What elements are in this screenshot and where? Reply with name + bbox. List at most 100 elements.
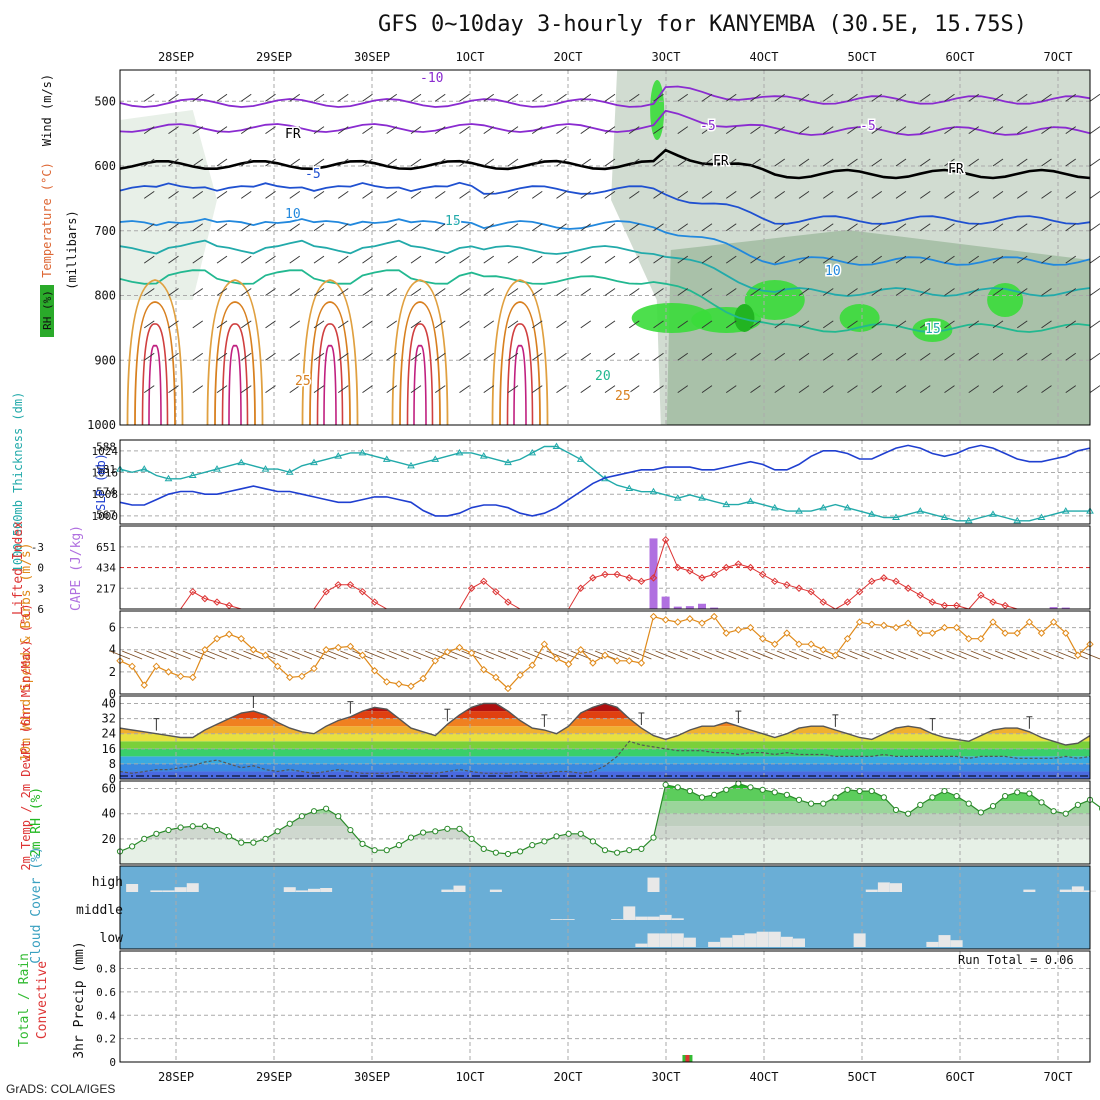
wind-barb [192, 126, 204, 134]
rh-high-patch [631, 303, 712, 333]
wind-barb [750, 255, 761, 264]
wind-barb [143, 352, 155, 361]
rh-marker [226, 833, 233, 840]
wind-barb-10m [885, 650, 907, 660]
cloud-bar-high [320, 888, 333, 892]
rh-marker [820, 800, 827, 807]
temp-band [120, 748, 1090, 757]
wind-barb [604, 158, 616, 167]
wind-barb [798, 255, 810, 264]
wind-barb [459, 255, 470, 264]
wind-barb [386, 191, 398, 199]
thickness-marker [989, 510, 997, 517]
wind-speed-marker [455, 643, 464, 652]
warm-contour-loop [221, 323, 249, 426]
thickness-marker [140, 465, 149, 472]
wind-barb-10m [243, 650, 264, 660]
wind-barb [410, 352, 422, 361]
wind-barb [604, 352, 616, 361]
li-marker [625, 574, 633, 582]
wind-barb [895, 255, 907, 264]
temp-band [120, 711, 1090, 719]
wind-barb [628, 288, 640, 296]
precip-tick-label: 0.8 [96, 963, 116, 976]
wind-barb [289, 352, 301, 361]
wind-barb-10m [473, 650, 494, 660]
cloud-bar-high [1059, 889, 1072, 892]
thickness-marker [770, 503, 779, 511]
wind-tick-label: 2 [109, 665, 116, 679]
day-tick-bottom: 30SEP [354, 1070, 390, 1084]
wind-barb [919, 352, 931, 361]
rh-marker [856, 787, 863, 795]
wind-barb [1016, 255, 1028, 264]
rh-marker [565, 830, 572, 837]
temp-band [120, 726, 1090, 734]
run-total-text: Run Total = 0.06 [958, 953, 1074, 967]
wind-speed-marker [1025, 618, 1034, 626]
chart-title: GFS 0~10day 3-hourly for KANYEMBA (30.5E… [378, 12, 1028, 37]
wind-speed-marker [892, 623, 900, 632]
cloud-bar-low [635, 943, 648, 947]
thickness-marker [625, 484, 634, 491]
wind-barb [1089, 255, 1100, 264]
wind-barb [871, 93, 883, 102]
wind-barb [822, 255, 834, 264]
rh-marker [335, 813, 342, 820]
wind-barb [604, 255, 616, 264]
wind-barb [774, 126, 786, 134]
wind-barb [531, 288, 543, 296]
wind-barb [459, 352, 470, 361]
li-marker [795, 584, 803, 592]
wind-barb [822, 158, 834, 167]
wind-barb [410, 158, 422, 167]
wind-barb [895, 320, 907, 329]
rh-axis-label: 2m RH (%) [29, 787, 44, 857]
thickness-marker [1061, 507, 1070, 514]
rh-marker [298, 813, 305, 820]
thickness-marker [334, 452, 343, 459]
wind-barb-10m [1007, 650, 1028, 660]
wind-speed-marker [746, 623, 755, 632]
warm-contour-loop [228, 344, 242, 426]
rh-marker [1062, 810, 1069, 817]
wind-barb [677, 320, 689, 329]
wind-barb [556, 385, 567, 393]
wind-barb [604, 223, 616, 232]
wind-barb [362, 288, 373, 296]
wind-barb [362, 223, 373, 232]
rh-marker [917, 801, 924, 808]
wind-barb [362, 126, 373, 134]
li-marker [661, 536, 670, 544]
wind-barb-10m [606, 650, 628, 660]
wind-barb-10m [522, 650, 543, 660]
cloud-bar-high [1023, 889, 1036, 892]
wind-barb [919, 320, 931, 329]
wind-barb [604, 385, 616, 393]
wind-tick-label: 6 [109, 621, 116, 635]
wind-barb [677, 158, 689, 167]
wind-barb [1016, 320, 1028, 329]
wind-barb [337, 352, 349, 361]
li-tick-label: 3 [37, 582, 44, 595]
wind-barb [604, 93, 616, 102]
wind-barb [847, 126, 858, 134]
warm-contour-loop [413, 344, 427, 426]
wind-barb [895, 126, 907, 134]
wind-speed-marker [164, 668, 173, 676]
cape-bar [710, 607, 719, 609]
wind-barb [653, 320, 664, 329]
wind-speed-marker [310, 664, 318, 673]
wind-barb [240, 223, 252, 232]
wind-barb [459, 126, 470, 134]
wind-axis-label: 10m Wind Speed & Barbs (m/s) [19, 542, 34, 761]
thickness-marker [892, 513, 900, 521]
wind-speed-marker [637, 659, 646, 667]
temperature-contour [119, 85, 1091, 108]
warm-contour-loop [126, 279, 184, 426]
rh-marker [177, 824, 184, 831]
wind-barb [507, 93, 519, 102]
li-marker [213, 598, 221, 606]
wind-speed-marker [916, 629, 924, 637]
thickness-marker [479, 452, 488, 459]
